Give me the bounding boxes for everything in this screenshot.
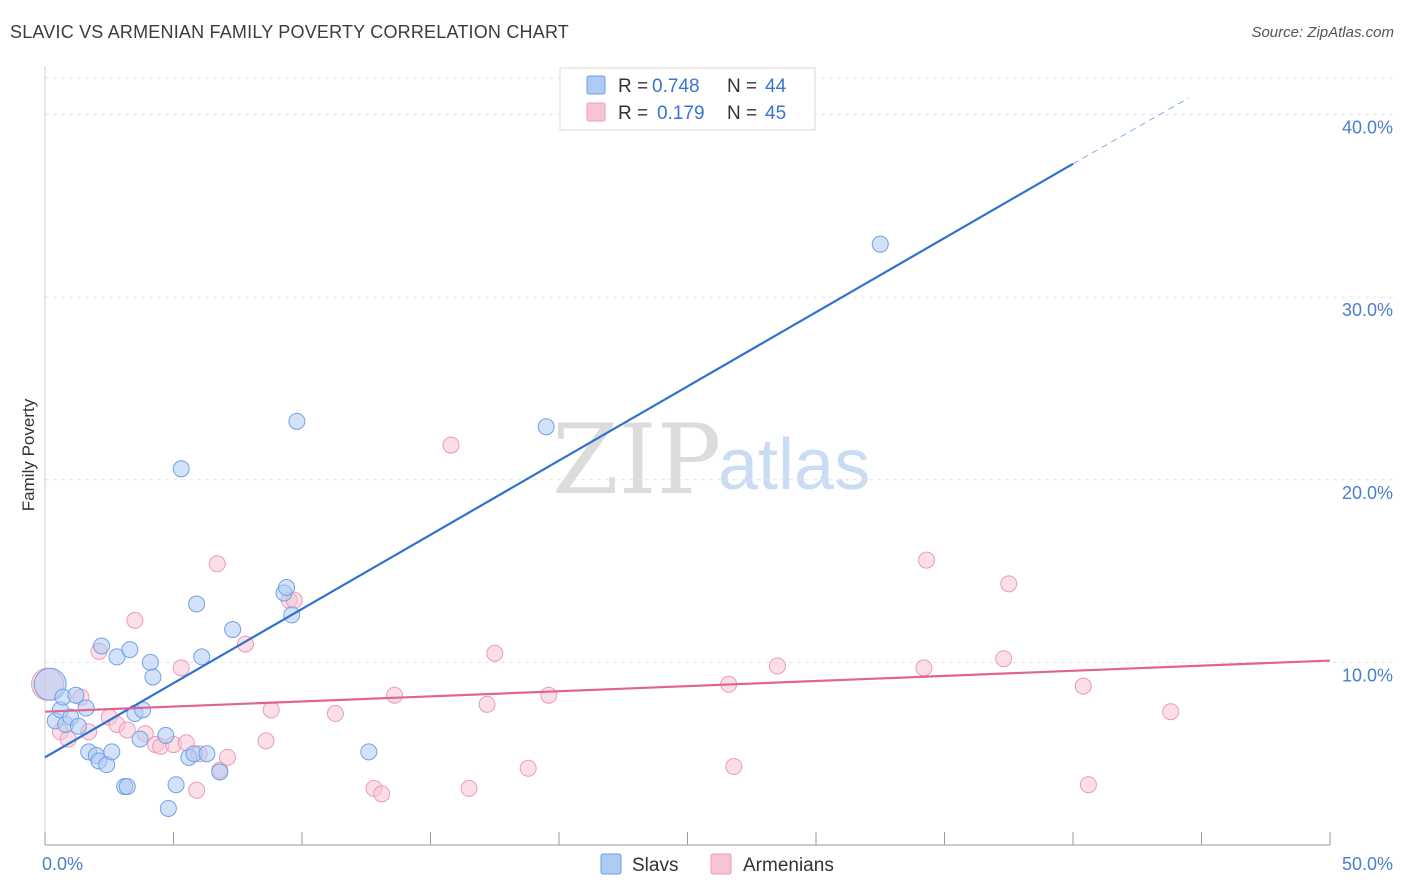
slavs-point <box>141 653 159 671</box>
watermark-atlas: atlas <box>718 425 870 505</box>
bottom-legend-swatch-armenians <box>710 853 732 875</box>
axes <box>44 66 1331 846</box>
slavs-point <box>118 778 136 796</box>
armenians-point <box>540 686 558 704</box>
armenians-point <box>995 650 1013 668</box>
armenians-point <box>918 551 936 569</box>
legend-r-value-slavs: 0.748 <box>652 76 700 97</box>
bottom-legend-slavs: Slavs <box>632 855 678 876</box>
y-axis-label: Family Poverty <box>19 398 38 511</box>
slavs-trend-line <box>44 162 1074 759</box>
legend-n-value-slavs: 44 <box>765 76 787 97</box>
armenians-point <box>386 686 404 704</box>
slavs-point <box>167 776 185 794</box>
x-tick-label: 50.0% <box>1342 854 1393 874</box>
legend-r-label-slavs: R = <box>618 76 648 97</box>
armenians-point <box>442 436 460 454</box>
data-points <box>31 235 1180 817</box>
slavs-point <box>224 621 242 639</box>
bottom-legend-armenians: Armenians <box>743 855 834 876</box>
slavs-point <box>103 743 121 761</box>
slavs-point <box>157 726 175 744</box>
slavs-point <box>159 799 177 817</box>
armenians-point <box>725 757 743 775</box>
legend-r-value-armenians: 0.179 <box>657 103 705 124</box>
slavs-point <box>188 595 206 613</box>
trend-lines <box>44 97 1331 759</box>
bottom-legend: Slavs Armenians <box>600 853 834 876</box>
armenians-point <box>326 705 344 723</box>
y-tick-label: 20.0% <box>1342 483 1393 503</box>
legend-n-value-armenians: 45 <box>765 103 786 124</box>
armenians-point <box>1074 677 1092 695</box>
legend-swatch-slavs <box>586 75 606 95</box>
x-tick-labels: 0.0% 50.0% <box>42 854 1393 874</box>
armenians-point <box>218 748 236 766</box>
slavs-point <box>871 235 889 253</box>
y-tick-label: 10.0% <box>1342 665 1393 685</box>
armenians-trend-line <box>44 659 1331 713</box>
armenians-point <box>486 644 504 662</box>
y-tick-label: 40.0% <box>1342 118 1393 138</box>
slavs-point <box>108 648 126 666</box>
slavs-point <box>144 668 162 686</box>
armenians-point <box>1162 703 1180 721</box>
armenians-point <box>262 701 280 719</box>
slavs-point <box>211 763 229 781</box>
slavs-point <box>172 460 190 478</box>
x-tick-label: 0.0% <box>42 854 83 874</box>
y-tick-labels: 10.0% 20.0% 30.0% 40.0% <box>1342 118 1393 686</box>
armenians-point <box>478 695 496 713</box>
legend-n-label-slavs: N = <box>727 76 757 97</box>
armenians-point <box>460 779 478 797</box>
slavs-point <box>288 412 306 430</box>
armenians-point <box>768 657 786 675</box>
armenians-point <box>373 785 391 803</box>
slavs-point <box>67 686 85 704</box>
armenians-point <box>126 611 144 629</box>
armenians-point <box>915 659 933 677</box>
legend: R = 0.748 N = 44 R = 0.179 N = 45 <box>559 67 816 131</box>
armenians-point <box>1079 776 1097 794</box>
armenians-point <box>188 781 206 799</box>
slavs-point <box>121 641 139 659</box>
legend-r-label-armenians: R = <box>618 103 648 124</box>
slavs-point <box>193 648 211 666</box>
slavs-point <box>131 730 149 748</box>
slavs-point <box>198 745 216 763</box>
armenians-point <box>519 759 537 777</box>
slavs-point <box>537 418 555 436</box>
y-tick-label: 30.0% <box>1342 300 1393 320</box>
watermark-zip: ZIP <box>552 404 721 516</box>
armenians-point <box>118 721 136 739</box>
slavs-point <box>77 699 95 717</box>
armenians-point <box>172 659 190 677</box>
bottom-legend-swatch-slavs <box>600 853 622 875</box>
legend-swatch-armenians <box>586 102 606 122</box>
gridlines <box>45 77 1395 663</box>
legend-n-label-armenians: N = <box>727 103 757 124</box>
armenians-point <box>208 555 226 573</box>
slavs-point <box>360 743 378 761</box>
slavs-point <box>69 717 87 735</box>
armenians-point <box>1000 575 1018 593</box>
slavs-trend-extension <box>1072 97 1189 165</box>
source-credit: Source: ZipAtlas.com <box>1251 24 1394 41</box>
chart-title: SLAVIC VS ARMENIAN FAMILY POVERTY CORREL… <box>10 22 570 42</box>
slavs-point <box>278 579 296 597</box>
slavs-point <box>93 637 111 655</box>
armenians-point <box>257 732 275 750</box>
